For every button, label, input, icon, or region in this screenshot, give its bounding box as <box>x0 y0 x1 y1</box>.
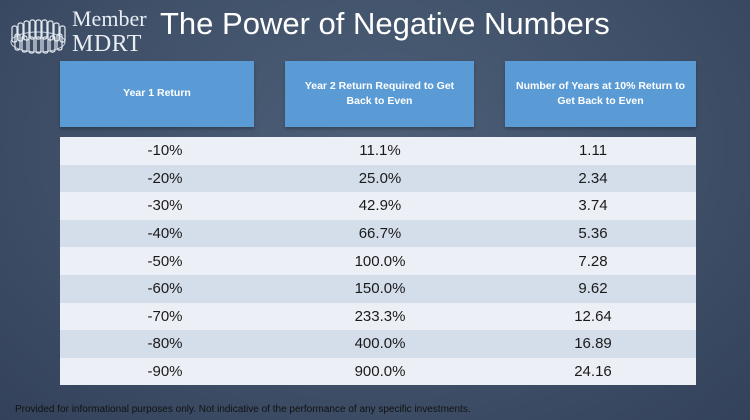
years-to-even-cell: 2.34 <box>578 169 608 187</box>
year2-required-cell: 66.7% <box>358 225 402 243</box>
year1-return-cell: -20% <box>147 169 183 187</box>
mdrt-ring-icon <box>10 19 66 54</box>
year1-return-cell: -60% <box>147 280 183 298</box>
table-row: -70% 233.3% 12.64 <box>60 302 696 331</box>
table-row: -40% 66.7% 5.36 <box>60 219 696 248</box>
year1-return-cell: -80% <box>147 335 183 353</box>
column-header-year2-required: Year 2 Return Required to Get Back to Ev… <box>285 61 474 127</box>
year1-return-cell: -50% <box>147 252 183 270</box>
logo-text: Member MDRT <box>72 6 147 57</box>
years-to-even-cell: 5.36 <box>578 225 608 243</box>
table-row: -10% 11.1% 1.11 <box>60 137 696 165</box>
mdrt-logo: Member MDRT <box>8 8 158 58</box>
years-to-even-cell: 1.11 <box>578 142 608 160</box>
page-title: The Power of Negative Numbers <box>160 6 610 41</box>
year1-return-cell: -40% <box>147 225 183 243</box>
year2-required-cell: 11.1% <box>359 142 401 160</box>
returns-table: -10% 11.1% 1.11 -20% 25.0% 2.34 -30% 42.9% 3.7… <box>60 137 696 386</box>
years-to-even-cell: 12.64 <box>574 307 612 325</box>
logo-member-text: Member <box>72 6 147 31</box>
years-to-even-cell: 3.74 <box>578 197 608 215</box>
year2-required-cell: 150.0% <box>354 280 406 298</box>
column-header-label: Year 2 Return Required to Get Back to Ev… <box>304 79 455 107</box>
column-header-years-to-even: Number of Years at 10% Return to Get Bac… <box>505 61 696 127</box>
year1-return-cell: -70% <box>147 307 183 325</box>
years-to-even-cell: 24.16 <box>574 363 612 381</box>
year2-required-cell: 900.0% <box>354 363 406 381</box>
year2-required-cell: 100.0% <box>354 252 406 270</box>
table-row: -20% 25.0% 2.34 <box>60 164 696 193</box>
table-row: -60% 150.0% 9.62 <box>60 274 696 303</box>
years-to-even-cell: 9.62 <box>578 280 608 298</box>
table-row: -80% 400.0% 16.89 <box>60 330 696 358</box>
year1-return-cell: -90% <box>147 363 183 381</box>
year2-required-cell: 25.0% <box>358 169 402 187</box>
column-header-year1-return: Year 1 Return <box>60 61 254 127</box>
year2-required-cell: 400.0% <box>354 335 406 353</box>
logo-mdrt-text: MDRT <box>72 31 142 57</box>
year1-return-cell: -10% <box>147 142 183 160</box>
disclaimer-footer: Provided for informational purposes only… <box>15 404 471 415</box>
years-to-even-cell: 7.28 <box>578 252 608 270</box>
year2-required-cell: 233.3% <box>354 307 406 325</box>
table-row: -90% 900.0% 24.16 <box>60 357 696 386</box>
column-header-label: Number of Years at 10% Return to Get Bac… <box>515 79 686 107</box>
table-row: -30% 42.9% 3.74 <box>60 192 696 220</box>
year1-return-cell: -30% <box>147 197 183 215</box>
column-header-label: Year 1 Return <box>123 87 191 100</box>
year2-required-cell: 42.9% <box>358 197 402 215</box>
table-row: -50% 100.0% 7.28 <box>60 247 696 275</box>
years-to-even-cell: 16.89 <box>574 335 612 353</box>
